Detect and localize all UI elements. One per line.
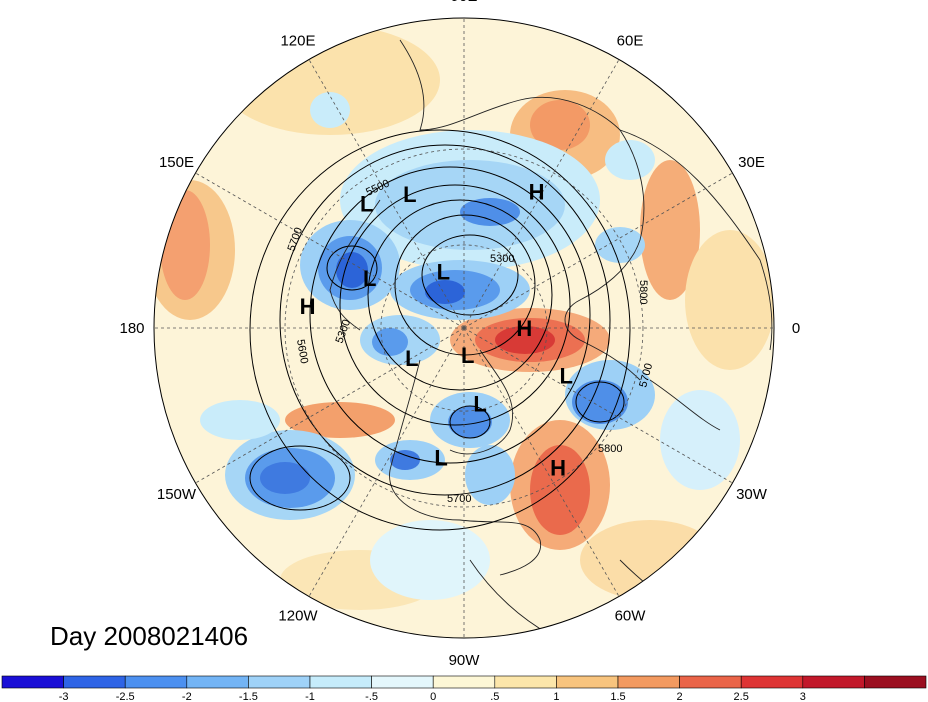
- colorbar-swatch: [802, 675, 865, 689]
- colorbar-tick-label: 2.5: [734, 691, 749, 702]
- contour-labels: 5500 5300 5700 5600 5300 5800 5700 5800 …: [286, 177, 656, 505]
- colorbar-tick-label: -3: [59, 691, 69, 702]
- colorbar-swatch: [248, 675, 311, 689]
- longitude-label: 150E: [159, 154, 194, 171]
- colorbar-swatch: [1, 675, 64, 689]
- low-pressure-marker: L: [360, 192, 373, 217]
- longitude-label: 120E: [280, 32, 315, 49]
- hudson-bay-coast: [449, 349, 514, 455]
- meridian-line: [463, 172, 733, 329]
- meridian-line: [308, 327, 465, 597]
- height-contours: [249, 129, 631, 531]
- colorbar-swatch: [864, 675, 927, 689]
- meridian-line: [463, 59, 620, 329]
- longitude-labels: 90E 60E 30E 0 30W 60W 90W 120W 150W 180 150E 120E: [119, 0, 800, 669]
- map-border: [153, 17, 775, 639]
- longitude-label: 180: [119, 320, 144, 337]
- africa-coast: [649, 379, 721, 431]
- contour-label: 5300: [490, 253, 514, 265]
- colorbar-swatch: [371, 675, 434, 689]
- contour-5200: [421, 234, 519, 316]
- contour-low-asia: [326, 245, 378, 291]
- contour-5500: [339, 184, 571, 426]
- colorbar-tick-label: .5: [490, 691, 499, 702]
- contour-low-hudson: [449, 405, 491, 439]
- colorbar-swatch: [309, 675, 372, 689]
- eurasia-coast: [399, 39, 645, 381]
- low-pressure-marker: L: [363, 266, 376, 291]
- meridian-line: [308, 59, 465, 329]
- colorbar-swatch: [432, 675, 496, 689]
- longitude-label: 90E: [451, 0, 478, 5]
- colorbar-swatch: [124, 675, 188, 689]
- contour-low-atlantic: [575, 381, 625, 423]
- colorbar-tick-label: 2: [677, 691, 683, 702]
- low-pressure-marker: L: [437, 259, 450, 284]
- colorbar-tick-label: 1: [553, 691, 559, 702]
- longitude-label: 30E: [738, 154, 765, 171]
- contour-5800-outer: [249, 129, 631, 531]
- high-pressure-marker: H: [550, 456, 566, 481]
- colorbar-swatch: [740, 675, 804, 689]
- low-pressure-marker: L: [560, 364, 573, 389]
- longitude-label: 90W: [449, 652, 481, 669]
- contour-5600: [309, 166, 591, 464]
- contour-label: 5800: [598, 443, 622, 455]
- low-pressure-marker: L: [405, 346, 418, 371]
- colorbar-swatch: [186, 675, 249, 689]
- low-pressure-marker: L: [434, 446, 447, 471]
- longitude-label: 60E: [617, 32, 644, 49]
- meridian-line: [195, 327, 465, 484]
- colorbar-tick-label: -2: [182, 691, 192, 702]
- anomaly-field: [154, 18, 774, 638]
- low-pressure-marker: L: [473, 392, 486, 417]
- cool-anomaly-patches: [200, 92, 740, 600]
- colorbar-tick-label: -1.5: [239, 691, 258, 702]
- contour-5400: [367, 199, 553, 391]
- contour-5700: [279, 144, 611, 496]
- meridian-line: [463, 327, 733, 484]
- contour-label: 5800: [637, 280, 649, 304]
- colorbar-swatch: [679, 675, 742, 689]
- colorbar-tick-label: 1.5: [610, 691, 625, 702]
- latitude-circle: [380, 244, 548, 412]
- high-pressure-marker: H: [529, 180, 545, 205]
- longitude-label: 30W: [736, 486, 768, 503]
- colorbar-tick-label: 0: [430, 691, 436, 702]
- latitude-circle: [284, 148, 644, 508]
- high-pressure-marker: H: [516, 316, 532, 341]
- east-asia-coast: [329, 199, 381, 331]
- colorbar-tick-label: -1: [305, 691, 315, 702]
- day-label: Day 2008021406: [50, 621, 248, 651]
- north-america-coast: [389, 359, 542, 576]
- meridian-line: [463, 327, 620, 597]
- colorbar: -3 -2.5 -2 -1.5 -1 -.5 0 .5 1 1.5 2 2.5 3: [1, 675, 927, 702]
- longitude-label: 120W: [278, 608, 318, 625]
- colorbar-tick-label: 3: [800, 691, 806, 702]
- colorbar-swatch: [494, 675, 557, 689]
- colorbar-tick-label: -.5: [365, 691, 378, 702]
- longitude-label: 60W: [615, 608, 647, 625]
- longitude-label: 0: [792, 320, 800, 337]
- europe-coast: [619, 129, 773, 351]
- high-pressure-marker: H: [300, 294, 316, 319]
- graticule: [154, 18, 774, 638]
- colorbar-swatch: [617, 675, 680, 689]
- contour-low-pacific: [249, 445, 351, 511]
- colorbar-tick-label: -2.5: [116, 691, 135, 702]
- colorbar-swatch: [63, 675, 126, 689]
- coastlines: [329, 39, 773, 638]
- low-pressure-marker: L: [461, 343, 474, 368]
- meridian-line: [195, 172, 465, 329]
- low-pressure-marker: L: [403, 182, 416, 207]
- colorbar-swatch: [556, 675, 619, 689]
- longitude-label: 150W: [157, 486, 197, 503]
- contour-label: 5700: [447, 493, 471, 505]
- contour-label: 5600: [294, 338, 310, 364]
